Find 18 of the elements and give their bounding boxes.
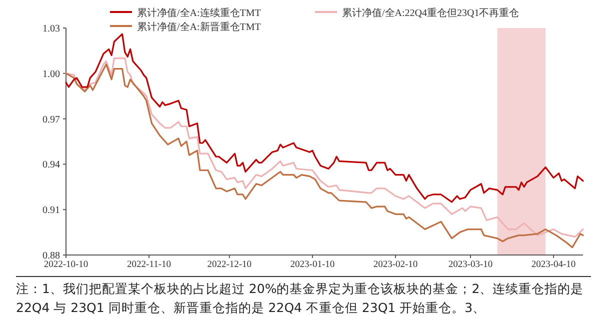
y-tick-label: 0.91: [42, 205, 60, 216]
legend-label: 累计净值/全A:新晋重仓TMT: [137, 21, 261, 33]
text: 注：1、我们把配置某个板块的占比超过 20%的基金界定为重仓该板块的基金；2、连续重仓指的是 22Q4 与 23Q1 同时重仓、新晋重仓指的是 22Q4 不重仓但 23Q1 开始重仓。3、: [16, 276, 591, 317]
x-tick-label: 2022-12-10: [207, 260, 252, 270]
y-tick-label: 1.03: [42, 24, 60, 34]
x-tick-label: 2023-02-10: [373, 260, 418, 270]
y-tick-label: 0.97: [42, 114, 60, 126]
y-tick-label: 0.94: [42, 160, 60, 171]
x-tick-label: 2023-01-10: [290, 260, 335, 270]
x-tick-label: 2022-11-10: [127, 260, 172, 270]
y-tick-label: 0.88: [42, 250, 60, 262]
legend-label: 累计净值/全A:22Q4重仓但23Q1不再重仓: [342, 7, 520, 19]
y-tick-label: 1.00: [42, 68, 60, 80]
legend-label: 累计净值/全A:连续重仓TMT: [137, 7, 261, 19]
x-tick-label: 2022-10-10: [44, 260, 88, 270]
x-tick-label: 2023-03-10: [448, 260, 493, 270]
line-series: [65, 33, 584, 203]
x-tick-label: 2023-04-10: [531, 260, 576, 270]
